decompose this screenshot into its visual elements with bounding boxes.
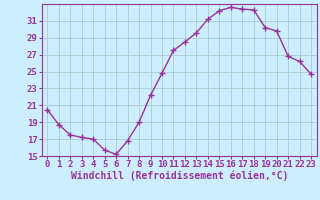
X-axis label: Windchill (Refroidissement éolien,°C): Windchill (Refroidissement éolien,°C)	[70, 171, 288, 181]
